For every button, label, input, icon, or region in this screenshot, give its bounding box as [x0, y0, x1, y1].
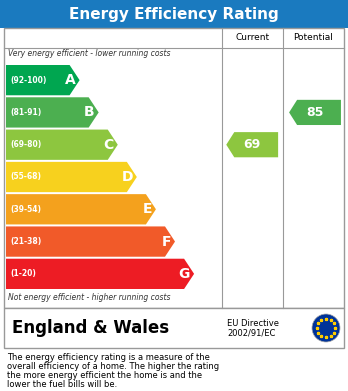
Text: D: D	[121, 170, 133, 184]
Bar	[4, 308, 344, 348]
Bar	[4, 28, 344, 308]
Text: (55-68): (55-68)	[10, 172, 41, 181]
Text: Very energy efficient - lower running costs: Very energy efficient - lower running co…	[8, 50, 171, 59]
Bar	[0, 0, 348, 28]
Polygon shape	[289, 100, 341, 125]
Text: (92-100): (92-100)	[10, 75, 46, 84]
Polygon shape	[6, 65, 80, 95]
Text: 69: 69	[244, 138, 261, 151]
Text: Not energy efficient - higher running costs: Not energy efficient - higher running co…	[8, 293, 171, 302]
Polygon shape	[6, 194, 156, 224]
Circle shape	[312, 314, 340, 342]
Text: (69-80): (69-80)	[10, 140, 41, 149]
Text: EU Directive: EU Directive	[227, 319, 279, 328]
Text: Current: Current	[236, 34, 270, 43]
Text: England & Wales: England & Wales	[12, 319, 169, 337]
Text: (81-91): (81-91)	[10, 108, 41, 117]
Text: 85: 85	[306, 106, 324, 119]
Text: overall efficiency of a home. The higher the rating: overall efficiency of a home. The higher…	[7, 362, 219, 371]
Text: A: A	[65, 73, 76, 87]
Text: (21-38): (21-38)	[10, 237, 41, 246]
Text: (39-54): (39-54)	[10, 205, 41, 214]
Text: E: E	[142, 202, 152, 216]
Text: Potential: Potential	[294, 34, 333, 43]
Polygon shape	[6, 259, 194, 289]
Polygon shape	[6, 97, 99, 127]
Text: G: G	[179, 267, 190, 281]
Polygon shape	[6, 162, 137, 192]
Text: (1-20): (1-20)	[10, 269, 36, 278]
Text: F: F	[161, 235, 171, 249]
Text: B: B	[84, 106, 95, 119]
Text: C: C	[103, 138, 114, 152]
Polygon shape	[226, 132, 278, 157]
Text: lower the fuel bills will be.: lower the fuel bills will be.	[7, 380, 117, 389]
Text: the more energy efficient the home is and the: the more energy efficient the home is an…	[7, 371, 202, 380]
Text: 2002/91/EC: 2002/91/EC	[227, 328, 275, 337]
Text: The energy efficiency rating is a measure of the: The energy efficiency rating is a measur…	[7, 353, 210, 362]
Polygon shape	[6, 129, 118, 160]
Text: Energy Efficiency Rating: Energy Efficiency Rating	[69, 7, 279, 22]
Polygon shape	[6, 226, 175, 257]
